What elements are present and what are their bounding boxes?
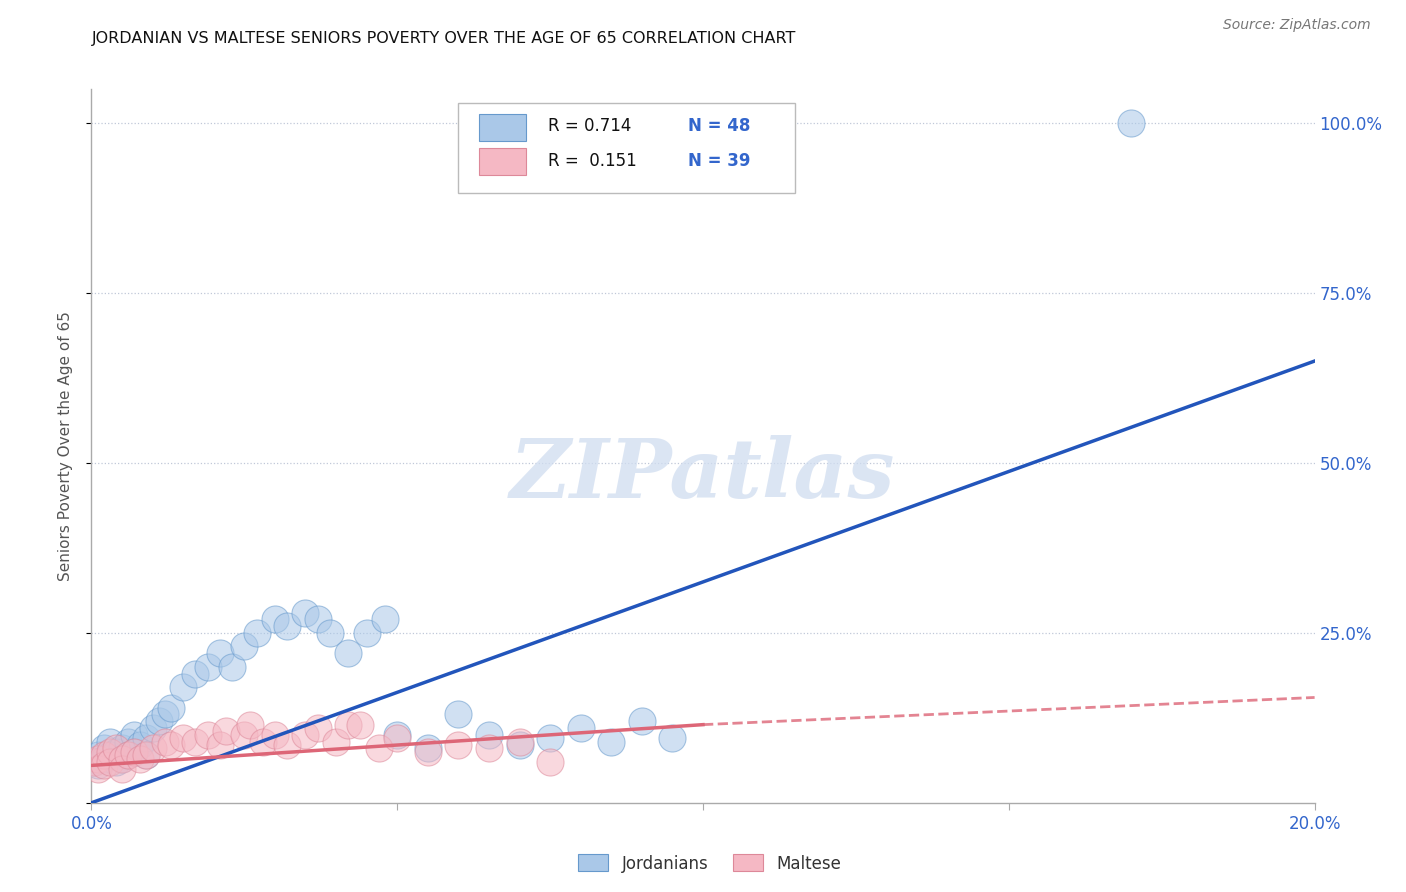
Point (93, 751, 115, 765)
Text: Source: ZipAtlas.com: Source: ZipAtlas.com (1223, 18, 1371, 32)
Point (135, 748, 157, 763)
Point (208, 646, 231, 660)
Point (221, 660, 243, 674)
Text: ZIPatlas: ZIPatlas (510, 434, 896, 515)
Point (104, 755, 127, 769)
Point (111, 741, 134, 756)
Point (197, 660, 219, 674)
Point (252, 734, 274, 748)
Point (141, 721, 163, 735)
FancyBboxPatch shape (479, 114, 526, 141)
Point (385, 731, 409, 746)
Point (509, 738, 531, 752)
Point (569, 721, 592, 735)
Point (356, 626, 378, 640)
Point (111, 751, 134, 765)
Point (509, 734, 531, 748)
Point (374, 612, 396, 626)
FancyBboxPatch shape (458, 103, 794, 193)
Point (416, 745, 439, 759)
Point (1121, 116, 1143, 130)
Point (478, 728, 501, 742)
Point (233, 640, 256, 654)
Point (117, 748, 139, 763)
Point (538, 755, 561, 769)
Text: R =  0.151: R = 0.151 (548, 152, 637, 169)
Point (538, 731, 561, 746)
Point (337, 646, 360, 660)
Point (83, 755, 105, 769)
Point (264, 728, 287, 742)
Point (172, 731, 194, 746)
Point (337, 717, 360, 731)
Y-axis label: Seniors Poverty Over the Age of 65: Seniors Poverty Over the Age of 65 (58, 311, 73, 581)
Point (98, 748, 121, 763)
Point (245, 626, 267, 640)
Point (478, 741, 501, 756)
Text: N = 48: N = 48 (689, 118, 751, 136)
Point (239, 717, 262, 731)
Point (135, 731, 157, 746)
FancyBboxPatch shape (479, 148, 526, 175)
Point (111, 762, 134, 776)
Point (93, 758, 115, 772)
Text: JORDANIAN VS MALTESE SENIORS POVERTY OVER THE AGE OF 65 CORRELATION CHART: JORDANIAN VS MALTESE SENIORS POVERTY OVE… (91, 31, 796, 46)
Legend: Jordanians, Maltese: Jordanians, Maltese (572, 847, 848, 880)
Point (276, 738, 298, 752)
Point (385, 728, 409, 742)
Point (349, 717, 371, 731)
Point (447, 707, 470, 722)
Point (319, 626, 342, 640)
Text: R = 0.714: R = 0.714 (548, 118, 631, 136)
Point (104, 741, 127, 756)
Point (447, 738, 470, 752)
Point (86, 748, 108, 763)
Point (264, 612, 287, 626)
Point (98, 745, 121, 759)
Point (129, 751, 152, 765)
Point (184, 734, 207, 748)
Point (93, 748, 115, 763)
Point (325, 734, 347, 748)
Point (416, 741, 439, 756)
Point (307, 612, 329, 626)
Point (141, 741, 163, 756)
Point (98, 734, 121, 748)
Point (197, 728, 219, 742)
Point (661, 731, 683, 746)
Point (307, 721, 329, 735)
Point (117, 734, 139, 748)
Point (83, 755, 105, 769)
Point (86, 751, 108, 765)
Point (122, 745, 145, 759)
Point (129, 738, 152, 752)
Point (276, 619, 298, 633)
Point (86, 762, 108, 776)
Point (122, 745, 145, 759)
Point (600, 734, 623, 748)
Point (86, 758, 108, 772)
Point (148, 714, 170, 729)
Point (98, 755, 121, 769)
Text: N = 39: N = 39 (689, 152, 751, 169)
Point (153, 734, 176, 748)
Point (294, 606, 316, 620)
Point (233, 728, 256, 742)
Point (172, 680, 194, 694)
Point (367, 741, 389, 756)
Point (208, 738, 231, 752)
Point (117, 748, 139, 763)
Point (111, 751, 134, 765)
Point (631, 714, 654, 729)
Point (294, 728, 316, 742)
Point (93, 741, 115, 756)
Point (215, 724, 238, 739)
Point (184, 666, 207, 681)
Point (122, 728, 145, 742)
Point (153, 707, 176, 722)
Point (160, 700, 183, 714)
Point (160, 738, 183, 752)
Point (135, 748, 157, 763)
Point (104, 745, 127, 759)
